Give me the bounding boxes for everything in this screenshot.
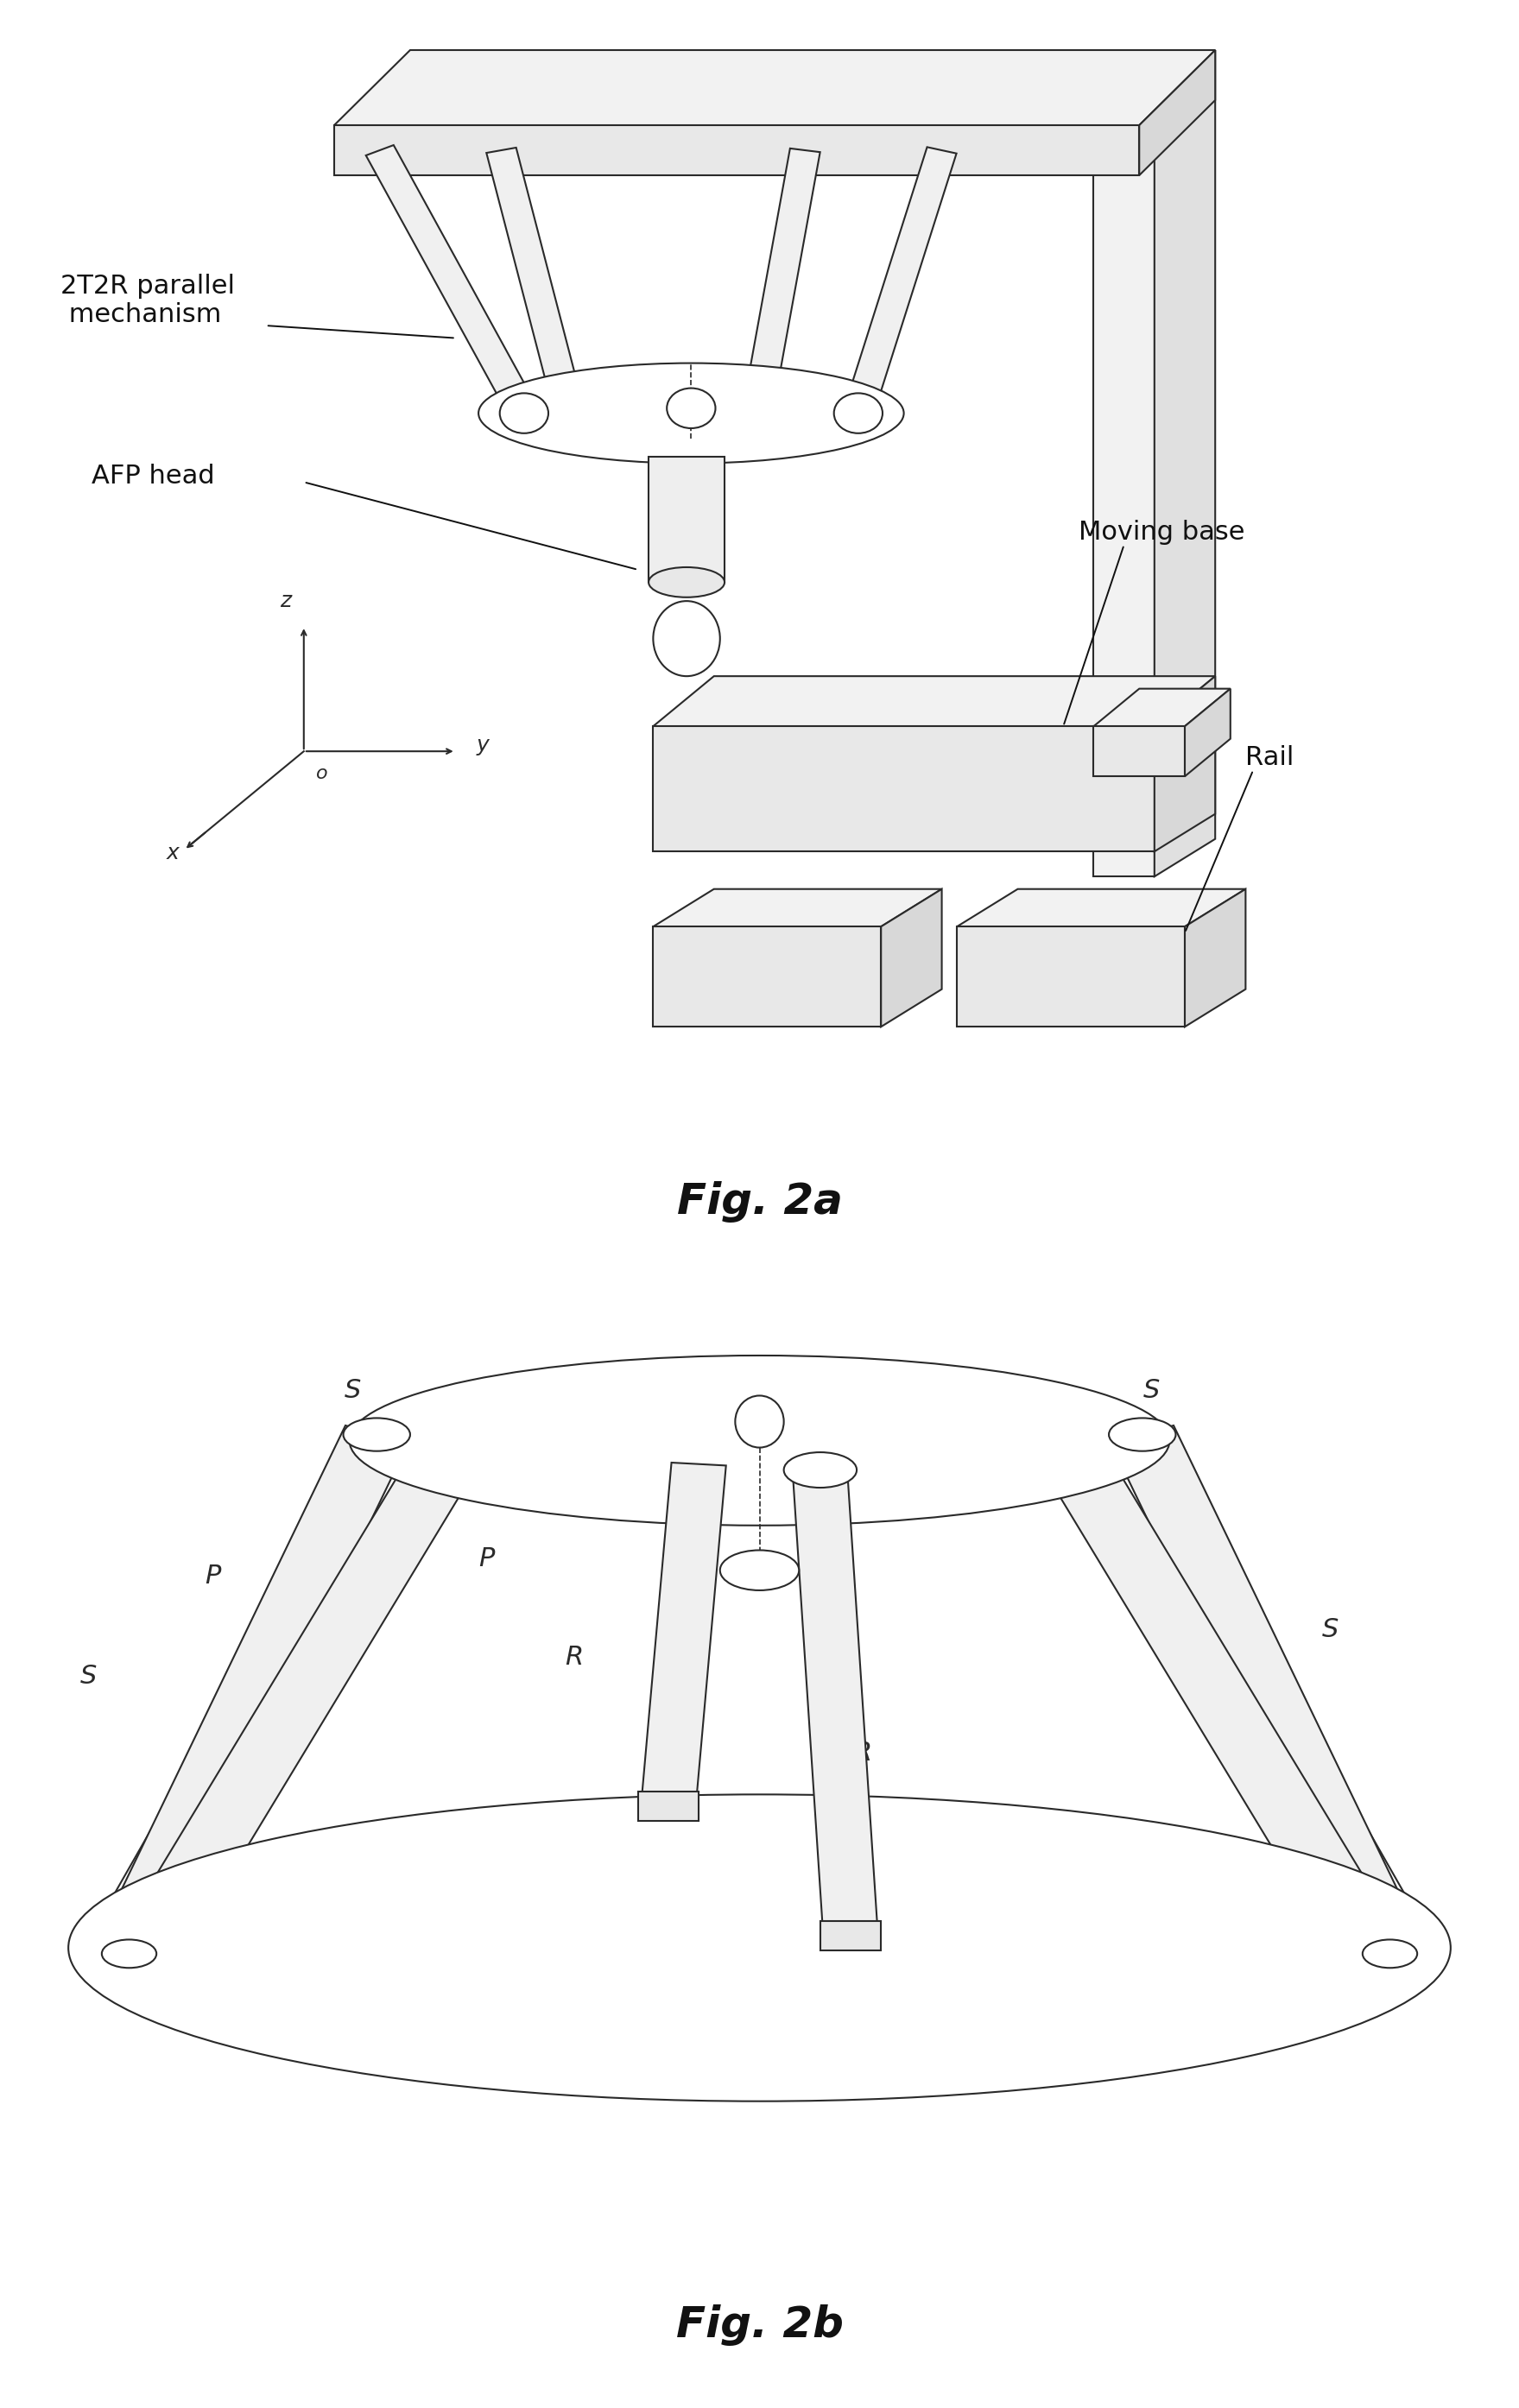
- Text: P: P: [205, 1563, 220, 1589]
- Text: P: P: [478, 1546, 494, 1570]
- Ellipse shape: [720, 1551, 799, 1589]
- Polygon shape: [653, 889, 942, 927]
- Ellipse shape: [784, 1452, 857, 1488]
- Bar: [820, 1922, 881, 1950]
- Text: S: S: [720, 1373, 738, 1399]
- Polygon shape: [1048, 1454, 1397, 1955]
- Text: S: S: [1142, 1377, 1161, 1404]
- Ellipse shape: [343, 1418, 410, 1452]
- Polygon shape: [957, 927, 1185, 1026]
- Text: S: S: [1322, 1616, 1340, 1642]
- Polygon shape: [1185, 689, 1230, 775]
- Ellipse shape: [735, 1397, 784, 1447]
- Ellipse shape: [649, 568, 725, 597]
- Text: x: x: [167, 843, 179, 864]
- Ellipse shape: [349, 1356, 1170, 1524]
- Circle shape: [667, 388, 715, 429]
- Polygon shape: [122, 1454, 471, 1955]
- Text: z: z: [279, 590, 292, 612]
- Polygon shape: [334, 125, 1139, 176]
- Polygon shape: [334, 51, 1215, 125]
- Polygon shape: [1094, 727, 1185, 775]
- Text: S: S: [343, 1377, 362, 1404]
- Polygon shape: [649, 458, 725, 583]
- Ellipse shape: [102, 1938, 156, 1967]
- Text: 2T2R parallel
 mechanism: 2T2R parallel mechanism: [61, 275, 235, 327]
- Polygon shape: [641, 1462, 726, 1808]
- Polygon shape: [957, 889, 1246, 927]
- Text: o: o: [316, 766, 328, 783]
- Text: S: S: [845, 1433, 863, 1457]
- Polygon shape: [843, 147, 957, 417]
- Text: Moving base: Moving base: [1078, 520, 1244, 544]
- Polygon shape: [653, 677, 1215, 727]
- Ellipse shape: [1109, 1418, 1176, 1452]
- Polygon shape: [97, 1426, 409, 1958]
- Polygon shape: [1185, 889, 1246, 1026]
- Polygon shape: [793, 1474, 878, 1936]
- Polygon shape: [1154, 51, 1215, 877]
- Polygon shape: [653, 727, 1154, 852]
- Ellipse shape: [653, 602, 720, 677]
- Text: P: P: [825, 1558, 840, 1582]
- Text: Rail: Rail: [1246, 744, 1294, 771]
- Ellipse shape: [478, 364, 904, 462]
- Polygon shape: [366, 144, 538, 419]
- Circle shape: [500, 393, 548, 433]
- Polygon shape: [744, 149, 820, 402]
- Text: S: S: [79, 1664, 97, 1688]
- Polygon shape: [881, 889, 942, 1026]
- Text: Fig. 2b: Fig. 2b: [676, 2304, 843, 2345]
- Polygon shape: [1094, 125, 1154, 877]
- Polygon shape: [1154, 677, 1215, 852]
- Polygon shape: [653, 927, 881, 1026]
- Text: R: R: [565, 1645, 583, 1671]
- Text: Fig. 2a: Fig. 2a: [676, 1182, 843, 1223]
- Polygon shape: [1139, 51, 1215, 176]
- Ellipse shape: [68, 1794, 1451, 2102]
- Text: y: y: [477, 734, 489, 756]
- Text: R: R: [854, 1741, 872, 1765]
- Text: P: P: [1116, 1563, 1132, 1589]
- Circle shape: [834, 393, 883, 433]
- Bar: [638, 1792, 699, 1820]
- Polygon shape: [1094, 689, 1230, 727]
- Polygon shape: [1110, 1426, 1422, 1958]
- Polygon shape: [486, 147, 585, 417]
- Ellipse shape: [1363, 1938, 1417, 1967]
- Text: AFP head: AFP head: [91, 462, 214, 489]
